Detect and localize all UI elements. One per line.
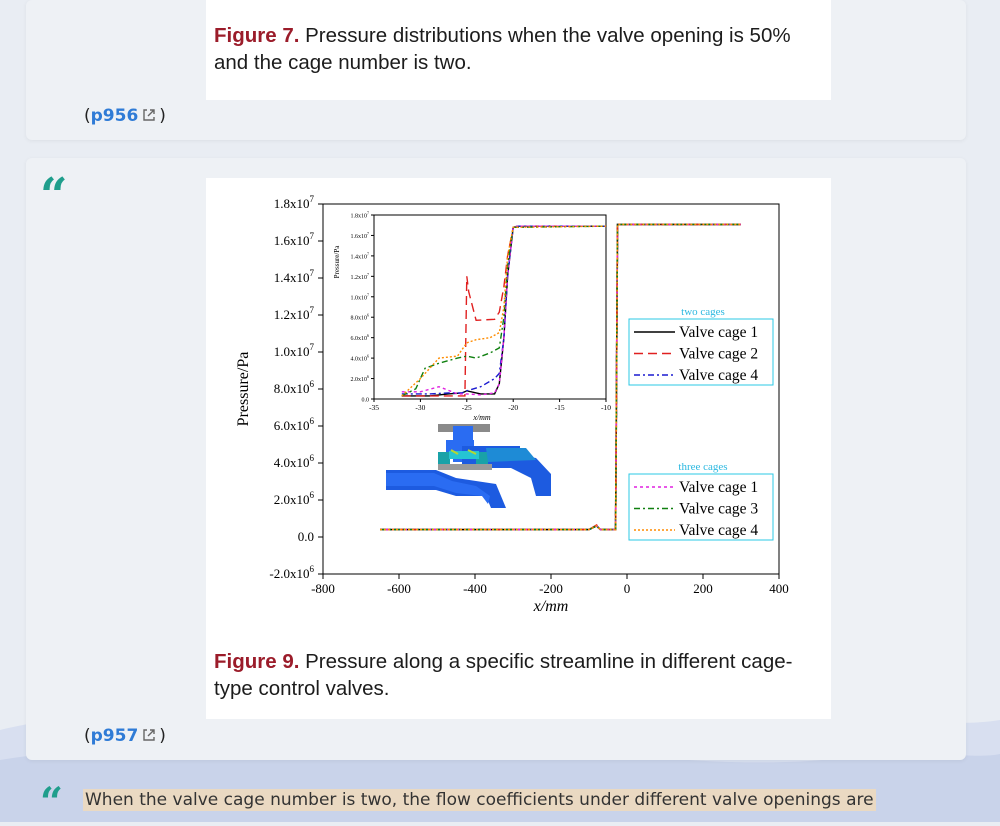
figure-9-label: Figure 9.: [214, 650, 300, 673]
x-tick-label: -200: [539, 581, 563, 596]
pressure-chart: -800 -600 -400 -200 0 200 400 -2.0x106 0.0 2.0x10…: [235, 194, 789, 615]
legend-box: [628, 318, 774, 386]
inset-series-line-6: [401, 225, 607, 397]
y-tick-label: 0.0: [298, 529, 314, 544]
inset-y-tick-label: 6.0x106: [351, 333, 370, 342]
page-ref-close: ): [159, 106, 166, 126]
inset-frame: [373, 214, 607, 400]
legend-box: [628, 473, 774, 541]
external-link-icon[interactable]: [141, 727, 157, 743]
figure-9-box: -800 -600 -400 -200 0 200 400 -2.0x106 0.0 2.0x10…: [206, 178, 831, 719]
figure-7-text: Pressure distributions when the valve op…: [214, 24, 791, 74]
page-ref-open: (: [84, 106, 91, 126]
y-tick-label: 8.0x106: [274, 379, 315, 396]
inset-x-tick-label: -25: [462, 403, 472, 412]
highlighted-quote-text[interactable]: When the valve cage number is two, the f…: [83, 789, 876, 811]
x-tick-label: 200: [693, 581, 713, 596]
y-axis-label: Pressure/Pa: [235, 352, 252, 427]
inset-series-line-5: [401, 225, 607, 397]
quote-icon: “: [40, 168, 68, 224]
x-tick-label: -400: [463, 581, 487, 596]
inset-x-tick-label: -10: [601, 403, 611, 412]
page-link-p956[interactable]: p956: [90, 106, 139, 126]
legend-entry-label: Valve cage 4: [679, 367, 758, 384]
legend-title: two cages: [681, 306, 725, 318]
figure-9-caption: Figure 9. Pressure along a specific stre…: [214, 648, 817, 702]
inset-series-line-4: [401, 225, 606, 396]
y-tick-label: -2.0x106: [269, 564, 314, 581]
figure-7-box: Figure 7. Pressure distributions when th…: [206, 0, 831, 100]
page-ref-p956: (p956): [84, 106, 166, 126]
inset-x-tick-label: -20: [508, 403, 518, 412]
page-ref-close: ): [159, 726, 166, 746]
x-axis-label: x/mm: [533, 598, 569, 615]
legend-title: three cages: [678, 461, 727, 473]
legend-entry-label: Valve cage 3: [679, 501, 758, 518]
page-ref-open: (: [84, 726, 91, 746]
inset-y-tick-label: 1.8x107: [351, 211, 370, 220]
external-link-icon[interactable]: [141, 107, 157, 123]
inset-x-tick-label: -35: [369, 403, 379, 412]
inset-y-tick-label: 1.2x107: [351, 272, 370, 281]
inset-y-tick-label: 1.4x107: [351, 251, 370, 260]
figure-9-text: Pressure along a specific streamline in …: [214, 650, 793, 700]
x-tick-label: 400: [769, 581, 789, 596]
inset-x-tick-label: -15: [555, 403, 565, 412]
highlight-card-figure-7: Figure 7. Pressure distributions when th…: [26, 0, 966, 140]
page-ref-p957: (p957): [84, 726, 166, 746]
inset-y-tick-label: 4.0x106: [351, 354, 370, 363]
y-tick-label: 1.6x107: [274, 231, 315, 248]
legend-entry-label: Valve cage 2: [679, 346, 758, 363]
series-line-5: [380, 223, 741, 531]
legend-entry-label: Valve cage 1: [679, 324, 758, 341]
y-tick-label: 6.0x106: [274, 416, 315, 433]
highlight-card-figure-9: “ -800 -600 -400 -200 0 200 400 -2.0x106 0.0 2.0x…: [26, 158, 966, 760]
y-tick-label: 1.0x107: [274, 342, 315, 359]
inset-x-tick-label: -30: [415, 403, 425, 412]
x-tick-label: -600: [387, 581, 411, 596]
x-tick-label: 0: [624, 581, 631, 596]
y-tick-label: 1.8x107: [274, 194, 315, 211]
y-tick-label: 2.0x106: [274, 490, 315, 507]
x-tick-label: -800: [311, 581, 335, 596]
inset-y-axis-label: Pressure/Pa: [333, 245, 341, 279]
y-tick-label: 1.2x107: [274, 305, 315, 322]
inset-series-line-3: [401, 225, 606, 395]
y-tick-label: 4.0x106: [274, 453, 315, 470]
series-line-6: [380, 223, 741, 531]
figure-7-label: Figure 7.: [214, 24, 300, 47]
legend-entry-label: Valve cage 1: [679, 479, 758, 496]
inset-x-axis-label: x/mm: [472, 413, 491, 422]
inset-y-tick-label: 1.6x107: [351, 231, 370, 240]
page-link-p957[interactable]: p957: [90, 726, 139, 746]
y-tick-label: 1.4x107: [274, 268, 315, 285]
inset-y-tick-label: 2.0x106: [351, 374, 370, 383]
valve-cross-section-illustration: [386, 424, 551, 508]
inset-y-tick-label: 1.0x107: [351, 292, 370, 301]
quote-icon: “: [40, 779, 64, 826]
inset-y-tick-label: 8.0x106: [351, 313, 370, 322]
figure-7-caption: Figure 7. Pressure distributions when th…: [214, 22, 817, 76]
legend-entry-label: Valve cage 4: [679, 522, 758, 539]
inset-y-tick-label: 0.0: [362, 398, 370, 404]
